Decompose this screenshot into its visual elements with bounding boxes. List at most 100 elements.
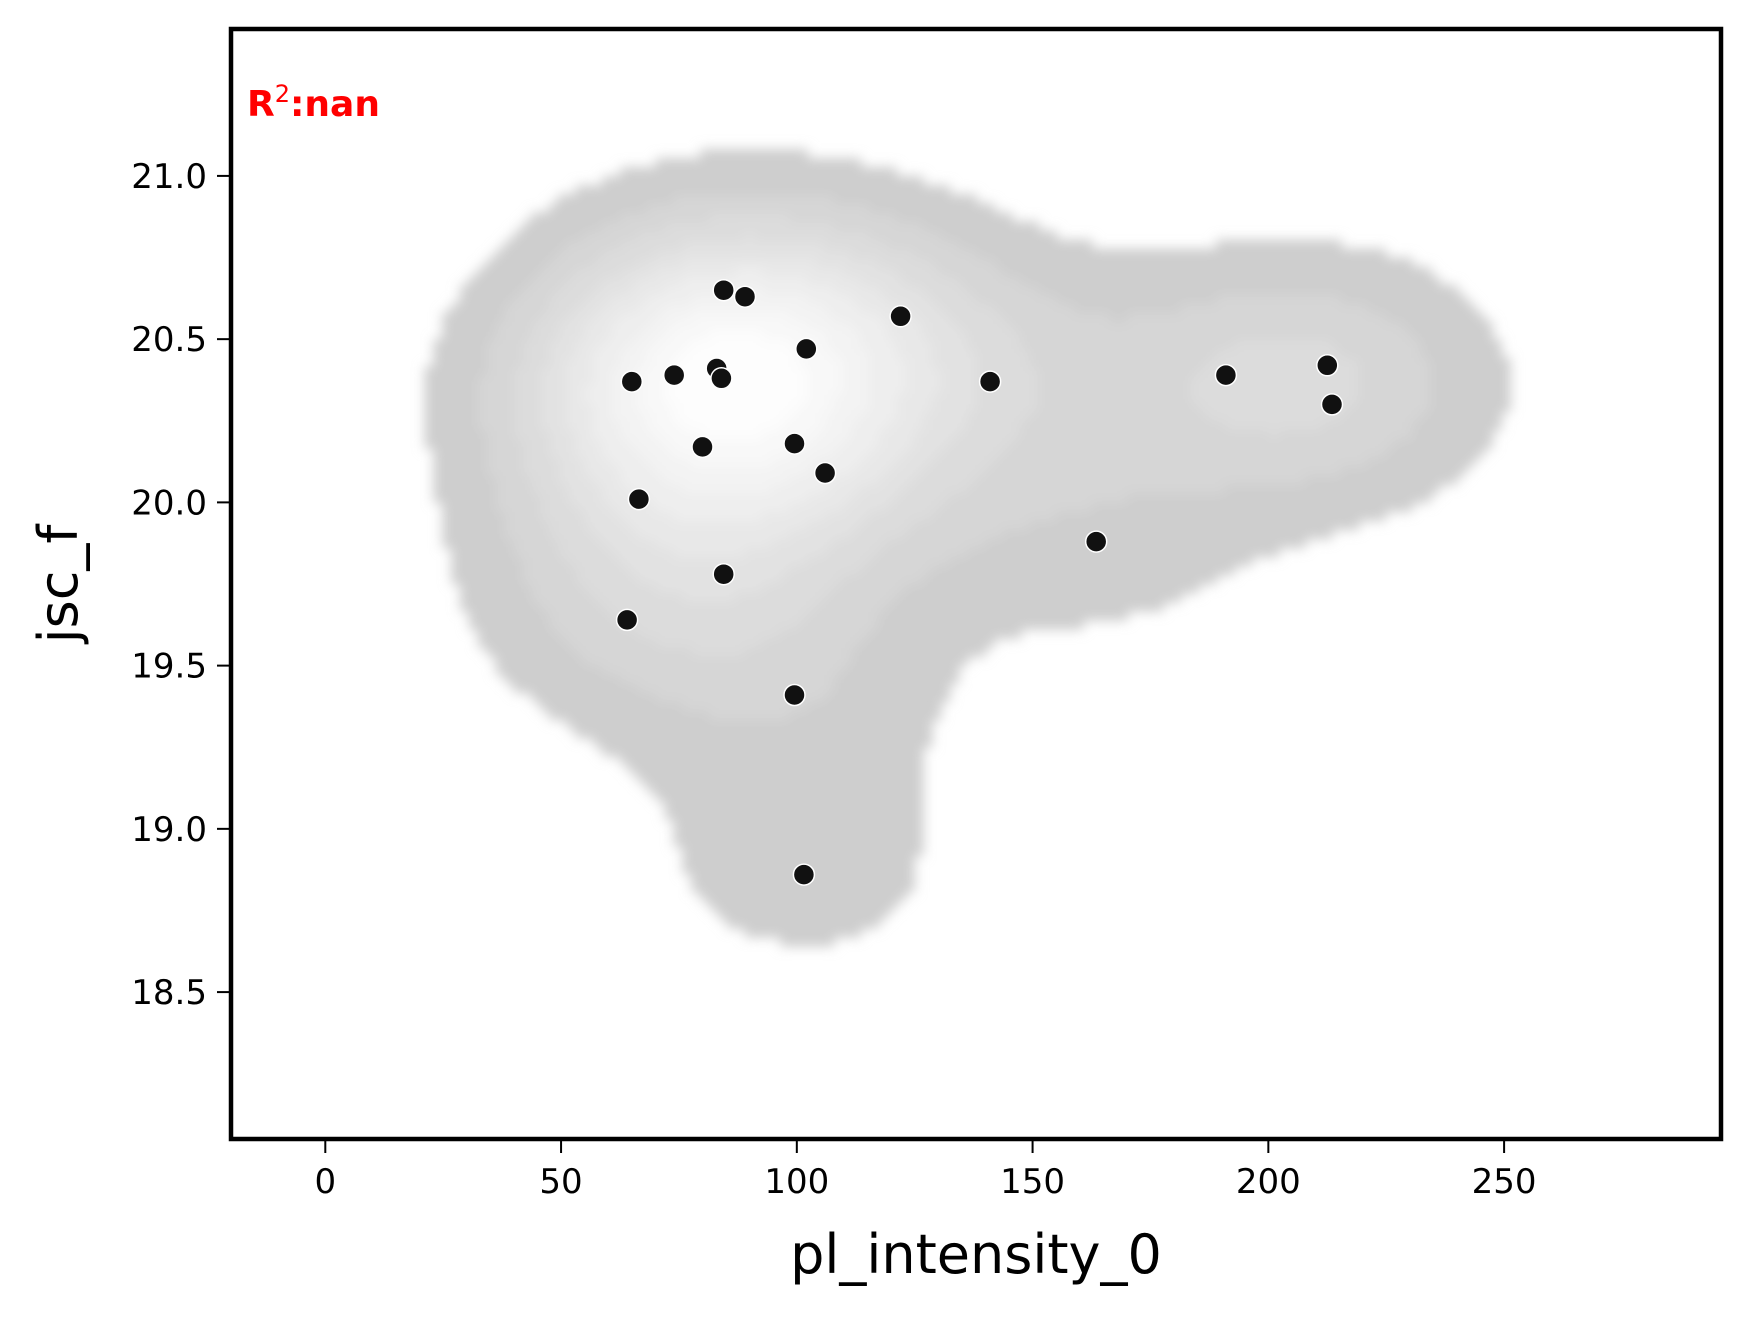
density-cell (629, 556, 639, 567)
density-cell (655, 484, 666, 494)
density-cell (727, 828, 737, 838)
density-cell (940, 447, 951, 458)
density-cell (1385, 384, 1396, 395)
density-cell (735, 520, 746, 531)
density-cell (1118, 475, 1129, 485)
density-cell (940, 538, 951, 549)
density-cell (1118, 610, 1129, 621)
density-cell (1278, 393, 1289, 404)
density-cell (851, 601, 862, 612)
density-cell (718, 882, 728, 893)
density-cell (1109, 384, 1120, 395)
density-cell (504, 330, 515, 340)
density-cell (1109, 447, 1120, 458)
density-cell (931, 710, 942, 721)
density-cell (575, 330, 586, 340)
density-cell (1474, 321, 1484, 331)
density-cell (566, 637, 577, 648)
density-cell (1065, 610, 1075, 621)
density-cell (1438, 312, 1449, 322)
density-cell (655, 511, 666, 522)
density-cell (967, 610, 977, 621)
density-cell (700, 538, 710, 549)
density-cell (1163, 538, 1173, 549)
density-cell (1011, 592, 1022, 603)
density-cell (869, 357, 880, 368)
density-cell (762, 465, 773, 476)
density-cell (593, 411, 604, 422)
density-cell (807, 475, 817, 485)
density-cell (1385, 438, 1396, 449)
density-cell (1163, 592, 1173, 603)
density-cell (976, 601, 986, 612)
density-cell (949, 484, 960, 494)
density-cell (798, 837, 808, 847)
density-cell (1429, 375, 1440, 386)
density-cell (1305, 357, 1315, 368)
density-cell (833, 547, 844, 558)
density-cell (664, 502, 675, 512)
density-cell (1394, 312, 1404, 322)
density-cell (735, 366, 746, 377)
density-cell (540, 420, 550, 431)
density-cell (1358, 339, 1369, 350)
density-cell (976, 493, 986, 503)
density-cell (611, 330, 622, 340)
density-cell (905, 828, 915, 838)
density-cell (566, 719, 577, 730)
density-cell (1189, 393, 1200, 404)
density-cell (1421, 357, 1431, 368)
density-cell (1011, 619, 1022, 630)
density-cell (851, 692, 862, 703)
density-cell (1002, 529, 1013, 540)
density-cell (807, 583, 817, 594)
density-cell (958, 656, 968, 666)
density-cell (789, 302, 799, 313)
density-cell (1065, 538, 1075, 549)
density-cell (780, 900, 791, 911)
density-cell (1163, 547, 1173, 558)
density-cell (691, 420, 702, 431)
density-cell (798, 710, 808, 721)
density-cell (575, 475, 586, 485)
density-cell (1020, 601, 1031, 612)
density-cell (807, 710, 817, 721)
density-cell (682, 574, 693, 585)
density-cell (1047, 330, 1057, 340)
density-cell (638, 773, 648, 784)
density-cell (1109, 339, 1120, 350)
density-cell (540, 357, 550, 368)
density-cell (709, 384, 719, 395)
density-cell (789, 610, 799, 621)
density-cell (1074, 447, 1084, 458)
density-cell (1251, 475, 1262, 485)
density-cell (1269, 321, 1280, 331)
density-cell (887, 447, 897, 458)
density-cell (620, 411, 630, 422)
density-cell (798, 330, 808, 340)
density-cell (816, 909, 826, 920)
density-cell (673, 592, 684, 603)
density-cell (798, 384, 808, 395)
density-cell (682, 647, 693, 657)
density-cell (700, 864, 710, 875)
density-cell (1065, 502, 1075, 512)
density-cell (824, 375, 835, 386)
density-cell (549, 583, 559, 594)
density-cell (1421, 438, 1431, 449)
density-cell (744, 809, 755, 820)
density-cell (664, 782, 675, 793)
density-cell (1109, 583, 1120, 594)
density-cell (1243, 456, 1253, 467)
density-cell (1011, 330, 1022, 340)
density-cell (727, 619, 737, 630)
density-cell (1340, 330, 1351, 340)
density-cell (584, 719, 595, 730)
density-cell (1216, 411, 1226, 422)
density-cell (1483, 438, 1493, 449)
density-cell (958, 348, 968, 359)
density-cell (1385, 411, 1396, 422)
density-cell (1074, 348, 1084, 359)
density-cell (807, 610, 817, 621)
density-cell (780, 909, 791, 920)
